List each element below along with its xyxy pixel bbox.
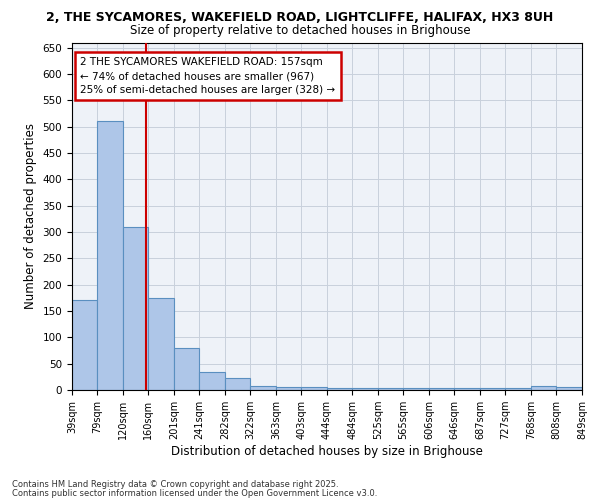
Bar (403, 388, 429, 390)
Bar (531, 386, 556, 390)
Bar (97, 122, 123, 390)
Bar (148, 298, 174, 390)
Bar (199, 372, 225, 390)
Bar (250, 386, 276, 390)
Bar (454, 388, 480, 390)
Text: Contains HM Land Registry data © Crown copyright and database right 2025.: Contains HM Land Registry data © Crown c… (12, 480, 338, 489)
Bar (72, 300, 97, 390)
Bar (123, 227, 148, 390)
Text: Contains public sector information licensed under the Open Government Licence v3: Contains public sector information licen… (12, 489, 377, 498)
Text: Size of property relative to detached houses in Brighouse: Size of property relative to detached ho… (130, 24, 470, 37)
Bar (174, 348, 199, 390)
Y-axis label: Number of detached properties: Number of detached properties (24, 123, 37, 309)
Text: 2 THE SYCAMORES WAKEFIELD ROAD: 157sqm
← 74% of detached houses are smaller (967: 2 THE SYCAMORES WAKEFIELD ROAD: 157sqm ←… (80, 57, 335, 95)
Bar (276, 388, 301, 390)
Text: 2, THE SYCAMORES, WAKEFIELD ROAD, LIGHTCLIFFE, HALIFAX, HX3 8UH: 2, THE SYCAMORES, WAKEFIELD ROAD, LIGHTC… (46, 11, 554, 24)
Bar (378, 388, 403, 390)
Bar (505, 388, 531, 390)
X-axis label: Distribution of detached houses by size in Brighouse: Distribution of detached houses by size … (171, 445, 483, 458)
Bar (480, 388, 505, 390)
Bar (225, 378, 250, 390)
Bar (556, 388, 582, 390)
Bar (429, 388, 454, 390)
Bar (327, 388, 352, 390)
Bar (352, 388, 378, 390)
Bar (301, 388, 327, 390)
